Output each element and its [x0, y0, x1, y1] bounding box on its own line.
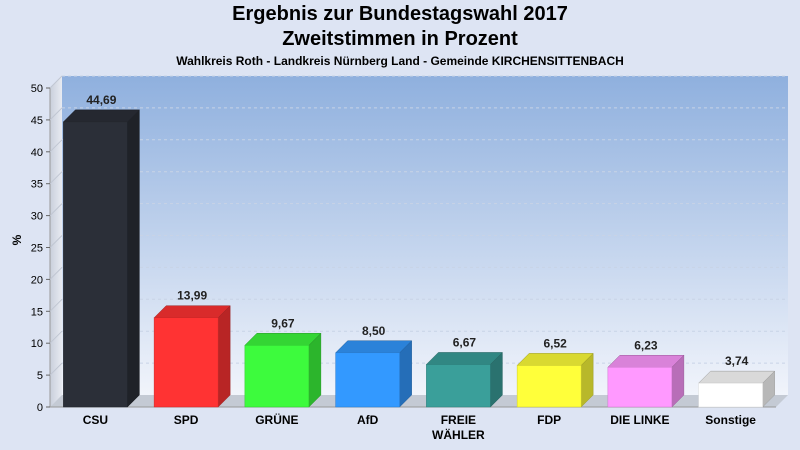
- bar-grüne: [244, 332, 322, 408]
- x-category-label: AfD: [357, 413, 379, 427]
- x-category-label: DIE LINKE: [610, 413, 669, 427]
- data-label: 8,50: [362, 324, 386, 338]
- bar-top: [244, 333, 322, 346]
- bar-fdp: [516, 352, 594, 408]
- y-tick-label: 10: [31, 338, 43, 350]
- bar-csu: [62, 109, 140, 408]
- bar-top: [516, 353, 594, 366]
- chart-subtitle: Wahlkreis Roth - Landkreis Nürnberg Land…: [176, 54, 624, 68]
- bar-top: [425, 352, 503, 365]
- x-category-label: SPD: [174, 413, 199, 427]
- bar-front: [153, 317, 219, 408]
- y-tick-label: 35: [31, 179, 43, 191]
- bar-front: [607, 367, 673, 408]
- chart-title: Ergebnis zur Bundestagswahl 2017: [232, 3, 568, 25]
- bar-top: [335, 340, 413, 354]
- gridline-side: [49, 267, 63, 280]
- data-labels: 44,69 13,99 9,67 8,50 6,67 6,52 6,23 3,74: [86, 93, 748, 368]
- x-category-label: CSU: [83, 413, 108, 427]
- y-axis-ticks: 0 5 10 15 20 25 30 35 40 45 50: [31, 83, 50, 414]
- bar-top: [607, 355, 685, 368]
- gridline-side: [49, 75, 63, 89]
- bar-die-linke: [607, 354, 685, 408]
- bar-front: [244, 345, 310, 408]
- data-label: 6,23: [634, 338, 658, 352]
- bar-sonstige: [698, 370, 776, 408]
- y-tick-label: 15: [31, 306, 43, 318]
- bar-front: [335, 352, 400, 408]
- plot-floor: [50, 395, 788, 407]
- chart-title-line-2: Zweitstimmen in Prozent: [282, 28, 518, 50]
- y-tick-label: 5: [37, 370, 43, 382]
- y-tick-label: 20: [31, 274, 43, 286]
- data-label: 6,67: [453, 335, 477, 349]
- bar-top: [153, 305, 231, 318]
- data-label: 3,74: [725, 354, 749, 368]
- gridline-side: [49, 330, 63, 344]
- y-tick-label: 50: [31, 83, 43, 95]
- x-category-label: FDP: [537, 413, 561, 427]
- gridline-side: [49, 107, 63, 121]
- x-category-label: FREIE: [441, 413, 476, 427]
- bar-front: [698, 382, 763, 408]
- bar-top: [698, 370, 776, 384]
- bar-spd: [153, 305, 231, 408]
- bar-afd: [335, 340, 413, 408]
- bar-front: [516, 365, 582, 408]
- gridline-side: [49, 171, 63, 185]
- data-label: 13,99: [177, 289, 207, 303]
- y-tick-label: 40: [31, 147, 43, 159]
- x-category-label: WÄHLER: [432, 427, 485, 442]
- data-label: 9,67: [271, 316, 295, 330]
- gridline-side: [49, 298, 63, 312]
- x-category-label: GRÜNE: [255, 412, 298, 427]
- gridline-side: [49, 139, 63, 153]
- bar-front: [426, 364, 491, 408]
- bar-side: [217, 305, 231, 408]
- bars: [62, 109, 776, 408]
- bar-side: [308, 332, 322, 408]
- gridline-side: [49, 362, 63, 376]
- bar-top: [62, 109, 140, 123]
- bar-side: [127, 109, 140, 408]
- data-label: 6,52: [543, 336, 567, 350]
- bar-front: [63, 121, 128, 408]
- x-category-label: Sonstige: [705, 413, 756, 427]
- y-axis-label: %: [10, 234, 24, 245]
- bar-freie-wähler: [425, 351, 503, 408]
- gridline-side: [49, 203, 63, 216]
- y-tick-label: 0: [37, 402, 43, 414]
- y-tick-label: 30: [31, 211, 43, 223]
- gridline-side: [49, 235, 63, 248]
- y-tick-label: 25: [31, 243, 43, 255]
- data-label: 44,69: [86, 93, 116, 107]
- y-tick-label: 45: [31, 115, 43, 127]
